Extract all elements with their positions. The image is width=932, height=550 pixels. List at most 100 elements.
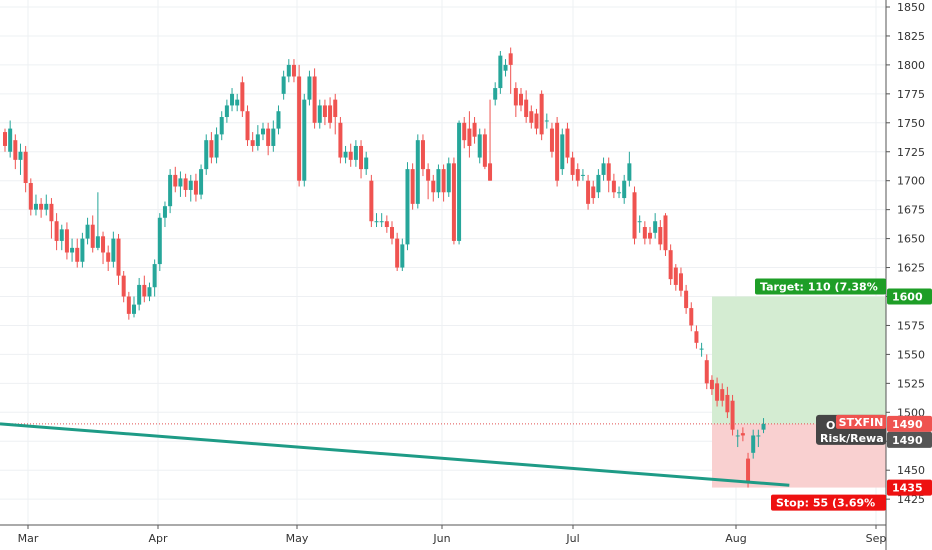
candle[interactable]: [369, 174, 374, 228]
target-zone[interactable]: [712, 296, 886, 424]
candle[interactable]: [431, 174, 436, 202]
candle[interactable]: [596, 169, 601, 199]
candle[interactable]: [286, 59, 291, 83]
candle[interactable]: [188, 174, 193, 202]
candle[interactable]: [18, 143, 23, 175]
candle[interactable]: [261, 122, 265, 141]
candle[interactable]: [90, 215, 95, 253]
candle[interactable]: [193, 173, 198, 202]
target-price-tag[interactable]: 1600: [887, 288, 932, 305]
candle[interactable]: [157, 213, 162, 272]
candle[interactable]: [632, 186, 637, 245]
candle[interactable]: [457, 120, 462, 245]
candle[interactable]: [44, 194, 49, 216]
candle[interactable]: [162, 201, 167, 228]
candle[interactable]: [451, 157, 456, 245]
candle[interactable]: [70, 238, 75, 262]
candle[interactable]: [673, 264, 678, 291]
candle[interactable]: [555, 117, 560, 187]
stop-price-tag[interactable]: 1435: [887, 479, 932, 496]
candle[interactable]: [348, 143, 353, 167]
candle[interactable]: [297, 64, 302, 187]
candle[interactable]: [493, 82, 498, 106]
candle[interactable]: [467, 111, 472, 158]
candle[interactable]: [333, 93, 338, 135]
candle[interactable]: [684, 284, 689, 314]
candle[interactable]: [658, 220, 663, 251]
candle[interactable]: [426, 163, 431, 200]
candle[interactable]: [529, 105, 534, 129]
candle[interactable]: [126, 291, 131, 320]
candle[interactable]: [637, 215, 642, 233]
candle[interactable]: [735, 429, 740, 448]
candle[interactable]: [147, 282, 152, 302]
candle[interactable]: [33, 194, 38, 216]
candle[interactable]: [8, 120, 13, 158]
candle[interactable]: [307, 70, 312, 106]
candle[interactable]: [302, 93, 307, 187]
candle[interactable]: [276, 105, 281, 135]
candle[interactable]: [611, 173, 616, 199]
candle[interactable]: [405, 162, 410, 251]
candle[interactable]: [209, 132, 214, 164]
candle[interactable]: [235, 93, 240, 112]
candle[interactable]: [539, 90, 544, 141]
candle[interactable]: [121, 271, 126, 303]
candle[interactable]: [183, 173, 188, 197]
candle[interactable]: [519, 88, 523, 112]
candle[interactable]: [173, 166, 178, 193]
candle[interactable]: [338, 117, 343, 164]
candle[interactable]: [482, 128, 487, 170]
candle[interactable]: [240, 76, 245, 118]
candle[interactable]: [400, 238, 405, 272]
candle[interactable]: [689, 302, 694, 332]
candle[interactable]: [250, 132, 255, 152]
trendline[interactable]: [0, 422, 790, 487]
candle[interactable]: [524, 90, 529, 123]
candle[interactable]: [49, 198, 54, 239]
candle[interactable]: [570, 151, 575, 181]
symbol-price-tag[interactable]: 1490: [887, 415, 932, 432]
candle[interactable]: [95, 192, 100, 251]
candle[interactable]: [384, 215, 389, 233]
candle[interactable]: [410, 163, 415, 210]
candle[interactable]: [699, 342, 704, 357]
candle[interactable]: [415, 134, 420, 209]
candle[interactable]: [28, 178, 33, 216]
candle[interactable]: [3, 128, 7, 152]
candle[interactable]: [725, 386, 730, 419]
candle[interactable]: [312, 68, 317, 129]
candle[interactable]: [54, 213, 59, 251]
candle[interactable]: [720, 383, 725, 407]
candle[interactable]: [59, 224, 64, 251]
candle[interactable]: [364, 151, 369, 175]
candle[interactable]: [508, 47, 513, 94]
candle[interactable]: [663, 213, 668, 256]
candle[interactable]: [266, 122, 271, 156]
candle[interactable]: [617, 186, 622, 199]
candle[interactable]: [627, 151, 632, 187]
candle[interactable]: [199, 164, 204, 200]
candle[interactable]: [343, 145, 348, 164]
candle[interactable]: [575, 163, 580, 187]
candle[interactable]: [441, 164, 446, 202]
candle[interactable]: [168, 169, 173, 214]
candle[interactable]: [245, 105, 250, 146]
candle[interactable]: [116, 233, 121, 285]
candle[interactable]: [374, 213, 379, 228]
candle[interactable]: [601, 157, 606, 181]
candle[interactable]: [64, 222, 69, 260]
candle[interactable]: [39, 198, 44, 218]
candle[interactable]: [106, 245, 111, 272]
candle[interactable]: [111, 231, 116, 268]
candle[interactable]: [498, 51, 503, 94]
candle[interactable]: [560, 128, 565, 175]
candle[interactable]: [503, 59, 508, 77]
candle[interactable]: [534, 108, 539, 135]
candle[interactable]: [446, 157, 451, 197]
candle[interactable]: [85, 217, 90, 245]
candle[interactable]: [709, 375, 714, 395]
candle[interactable]: [586, 174, 591, 210]
candle[interactable]: [353, 140, 358, 167]
candle[interactable]: [549, 122, 554, 158]
